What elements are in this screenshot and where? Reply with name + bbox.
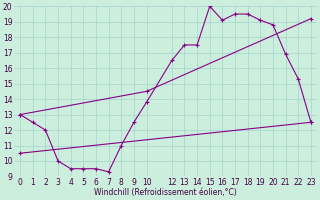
X-axis label: Windchill (Refroidissement éolien,°C): Windchill (Refroidissement éolien,°C): [94, 188, 237, 197]
